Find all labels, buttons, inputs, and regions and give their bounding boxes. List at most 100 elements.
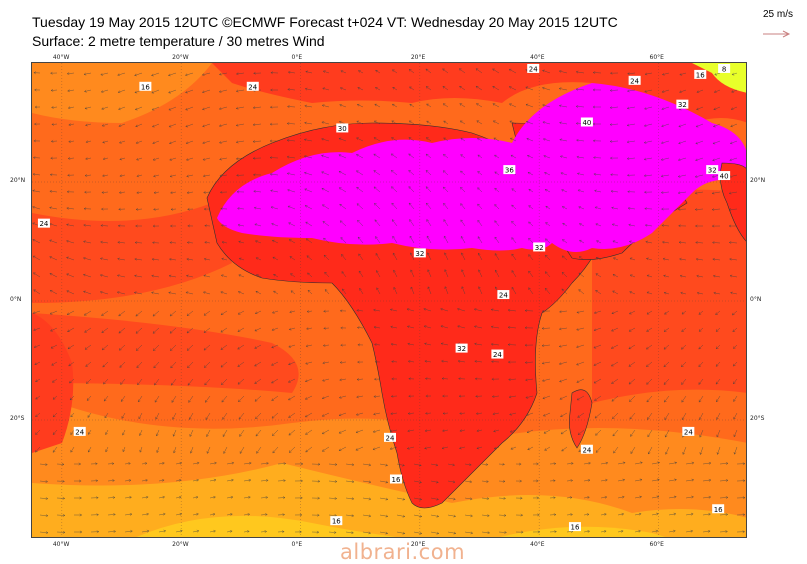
- wind-arrow: [220, 224, 228, 227]
- wind-arrow: [628, 378, 636, 385]
- wind-arrow: [260, 530, 268, 533]
- wind-arrow: [733, 344, 738, 349]
- wind-arrow: [289, 256, 296, 261]
- wind-arrow: [304, 188, 313, 193]
- contour-label: 32: [413, 248, 426, 258]
- wind-arrow: [116, 291, 126, 295]
- wind-arrow: [392, 235, 398, 244]
- wind-arrow: [473, 325, 483, 329]
- wind-arrow: [117, 257, 126, 261]
- wind-arrow: [120, 395, 126, 402]
- wind-arrow: [237, 207, 245, 210]
- wind-arrow: [105, 446, 109, 453]
- wind-arrow: [492, 86, 500, 91]
- wind-arrow: [237, 344, 245, 350]
- wind-arrow: [634, 512, 642, 516]
- wind-arrow: [494, 220, 500, 227]
- wind-arrow: [90, 530, 100, 534]
- wind-arrow: [732, 378, 738, 385]
- wind-arrow: [702, 512, 711, 516]
- wind-arrow: [342, 288, 347, 295]
- wind-arrow: [528, 270, 534, 278]
- wind-arrow: [464, 514, 473, 518]
- wind-arrow: [357, 70, 364, 74]
- wind-arrow: [70, 412, 75, 418]
- wind-arrow: [192, 529, 200, 533]
- wind-arrow: [271, 239, 279, 244]
- contour-label: 24: [628, 75, 641, 85]
- wind-arrow: [477, 219, 483, 227]
- wind-arrow: [559, 138, 568, 142]
- wind-arrow: [321, 154, 330, 159]
- wind-arrow: [576, 138, 585, 142]
- wind-arrow: [34, 361, 41, 366]
- atlantic-warm-band: [32, 203, 232, 303]
- wind-arrow: [736, 530, 746, 534]
- wind-arrow: [357, 87, 364, 91]
- wind-arrow: [441, 377, 449, 381]
- wind-arrow: [83, 207, 92, 211]
- wind-arrow: [426, 103, 432, 108]
- wind-arrow: [205, 395, 211, 403]
- chart-title: Tuesday 19 May 2015 12UTC ©ECMWF Forecas…: [32, 14, 618, 30]
- contour-label: 16: [389, 474, 402, 484]
- wind-arrow: [362, 480, 372, 484]
- wind-arrow: [172, 412, 177, 420]
- wind-arrow: [322, 221, 330, 227]
- wind-arrow: [209, 512, 216, 516]
- wind-arrow: [494, 269, 500, 278]
- wind-arrow: [52, 446, 58, 453]
- wind-arrow: [222, 429, 228, 438]
- wind-arrow: [561, 189, 568, 193]
- wind-arrow: [169, 344, 177, 351]
- wind-arrow: [272, 429, 279, 437]
- wind-arrow: [507, 325, 517, 329]
- wind-arrow: [356, 137, 364, 142]
- wind-arrow: [82, 273, 92, 278]
- wind-arrow: [153, 361, 160, 369]
- wind-arrow: [35, 429, 41, 435]
- wind-arrow: [600, 461, 609, 465]
- wind-arrow: [668, 529, 676, 533]
- contour-label: 24: [37, 218, 50, 228]
- wind-arrow: [321, 446, 330, 452]
- wind-arrow: [253, 189, 262, 193]
- contour-label-text: 16: [571, 524, 580, 532]
- wind-arrow: [460, 219, 466, 227]
- wind-arrow: [175, 461, 183, 465]
- wind-arrow: [447, 497, 456, 501]
- wind-arrow: [100, 89, 109, 93]
- wind-arrow: [124, 479, 132, 482]
- wind-arrow: [626, 140, 636, 144]
- wind-arrow: [305, 344, 313, 348]
- wind-arrow: [424, 377, 432, 381]
- wind-arrow: [459, 412, 466, 415]
- contour-label-bg: [73, 426, 86, 436]
- wind-arrow: [49, 256, 58, 261]
- wind-arrow: [702, 529, 711, 533]
- wind-arrow: [609, 88, 619, 92]
- wind-arrow: [99, 274, 109, 278]
- left-lat-tick: 20°N: [10, 177, 26, 184]
- wind-arrow: [543, 155, 551, 159]
- wind-arrow: [358, 270, 364, 278]
- wind-arrow: [84, 327, 92, 333]
- wind-arrow: [340, 237, 347, 244]
- wind-arrow: [459, 120, 466, 125]
- wind-scale-arrow-icon: [763, 30, 791, 38]
- wind-arrow: [303, 155, 313, 159]
- wind-arrow: [644, 207, 653, 211]
- wind-arrow: [118, 344, 126, 351]
- wind-arrow: [271, 395, 279, 401]
- wind-arrow: [442, 86, 449, 91]
- wind-arrow: [51, 105, 58, 109]
- wind-arrow: [661, 72, 670, 76]
- wind-arrow: [498, 462, 505, 466]
- wind-arrow: [118, 191, 126, 194]
- wind-arrow: [68, 361, 75, 367]
- wind-arrow: [169, 157, 177, 161]
- contour-label-bg: [568, 522, 581, 532]
- wind-arrow: [74, 513, 83, 517]
- wind-arrow: [322, 87, 330, 91]
- wind-arrow: [612, 429, 619, 437]
